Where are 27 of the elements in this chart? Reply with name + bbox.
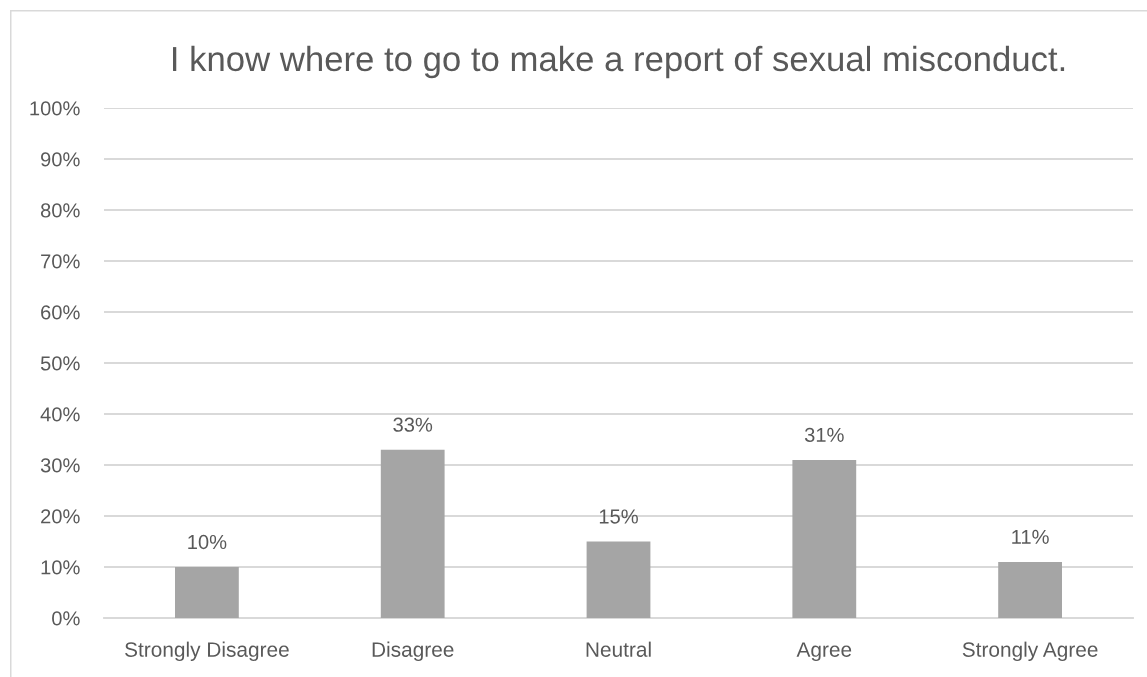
- bar: [175, 567, 239, 618]
- y-tick-label: 60%: [41, 305, 80, 320]
- y-tick-label: 80%: [40, 203, 80, 218]
- x-tick-label: Strongly Agree: [962, 641, 1098, 662]
- bar: [998, 561, 1062, 618]
- x-tick-label: Neutral: [586, 641, 651, 657]
- y-tick-label: 0%: [52, 611, 80, 626]
- y-tick-label: 90%: [41, 152, 80, 167]
- chart-title: I know where to go to make a report of sexual misconduct.: [173, 45, 1065, 79]
- x-tick-label: Disagree: [372, 641, 454, 662]
- y-tick-label: 40%: [40, 407, 80, 422]
- data-label: 33%: [393, 417, 433, 432]
- y-tick-label: 20%: [41, 509, 80, 524]
- bar: [586, 541, 651, 618]
- bar: [380, 449, 445, 618]
- y-tick-label: 50%: [40, 356, 80, 371]
- data-label: 31%: [804, 427, 844, 443]
- data-label: 11%: [1012, 529, 1049, 544]
- x-tick-label: Agree: [796, 642, 852, 662]
- y-tick-label: 100%: [30, 101, 80, 116]
- y-tick-label: 10%: [41, 560, 80, 575]
- data-label: 15%: [599, 509, 638, 524]
- x-tick-label: Strongly Disagree: [125, 641, 289, 662]
- bar: [792, 459, 857, 618]
- y-tick-label: 70%: [41, 254, 80, 269]
- y-tick-label: 30%: [40, 458, 80, 473]
- data-label: 10%: [188, 534, 227, 550]
